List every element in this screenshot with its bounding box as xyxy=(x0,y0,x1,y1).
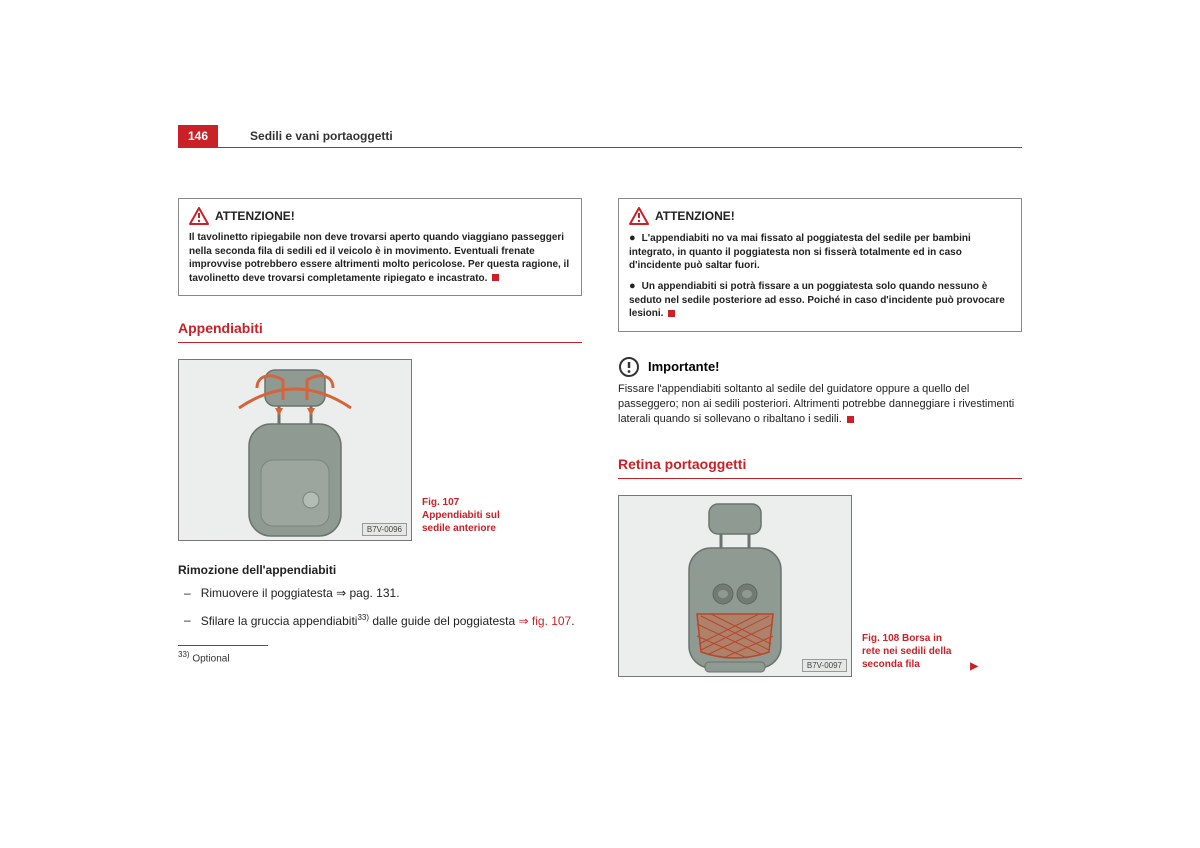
arrow-ref-icon: ⇒ xyxy=(336,586,346,600)
subheading-rimozione: Rimozione dell'appendiabiti xyxy=(178,563,582,577)
warning-title: ATTENZIONE! xyxy=(655,209,735,223)
item-text: Sfilare la gruccia appendiabiti33) dalle… xyxy=(201,612,575,630)
warning-box-left: ATTENZIONE! Il tavolinetto ripiegabile n… xyxy=(178,198,582,296)
end-marker-icon xyxy=(847,416,854,423)
warning-header: ATTENZIONE! xyxy=(629,207,1011,225)
warning-box-right: ATTENZIONE! ●L'appendiabiti no va mai fi… xyxy=(618,198,1022,332)
figure-108: B7V-0097 xyxy=(618,495,852,677)
figure-108-svg xyxy=(619,496,851,676)
warning-triangle-icon xyxy=(189,207,209,225)
dash-icon: – xyxy=(184,612,191,630)
list-item: – Sfilare la gruccia appendiabiti33) dal… xyxy=(178,612,582,630)
figure-108-tag: B7V-0097 xyxy=(802,659,847,672)
end-marker-icon xyxy=(492,274,499,281)
bullet-icon: ● xyxy=(629,280,636,292)
fig-ref-link[interactable]: ⇒ fig. 107 xyxy=(518,614,571,628)
figure-107-caption: Fig. 107 Appendiabiti sul sedile anterio… xyxy=(422,496,522,541)
figure-108-caption: Fig. 108 Borsa in rete nei sedili della … xyxy=(862,632,962,677)
item-text: Rimuovere il poggiatesta ⇒ pag. 131. xyxy=(201,585,400,602)
important-header: Importante! xyxy=(618,356,1022,378)
section-title-appendiabiti: Appendiabiti xyxy=(178,320,582,343)
right-column: ATTENZIONE! ●L'appendiabiti no va mai fi… xyxy=(618,198,1022,699)
figure-107-svg xyxy=(179,360,411,540)
arrow-ref-icon: ⇒ xyxy=(518,614,528,628)
end-marker-icon xyxy=(668,310,675,317)
important-title: Importante! xyxy=(648,359,720,374)
page-header: 146 Sedili e vani portaoggetti xyxy=(178,125,1022,148)
list-item: – Rimuovere il poggiatesta ⇒ pag. 131. xyxy=(178,585,582,602)
figure-107-row: B7V-0096 Fig. 107 Appendiabiti sul sedil… xyxy=(178,359,582,541)
footnote: 33) Optional xyxy=(178,650,582,664)
warning-body: Il tavolinetto ripiegabile non deve trov… xyxy=(189,232,569,284)
header-section-title: Sedili e vani portaoggetti xyxy=(218,125,393,147)
important-circle-icon xyxy=(618,356,640,378)
content-columns: ATTENZIONE! Il tavolinetto ripiegabile n… xyxy=(178,198,1022,699)
bullet-icon: ● xyxy=(629,232,636,244)
important-text: Fissare l'appendiabiti soltanto al sedil… xyxy=(618,382,1022,428)
figure-107-tag: B7V-0096 xyxy=(362,523,407,536)
warning-text: ●L'appendiabiti no va mai fissato al pog… xyxy=(629,231,1011,321)
figure-108-row: B7V-0097 Fig. 108 Borsa in rete nei sedi… xyxy=(618,495,1022,677)
page-container: 146 Sedili e vani portaoggetti ATTENZION… xyxy=(178,125,1022,699)
continue-arrow-icon: ▶ xyxy=(970,660,978,673)
instruction-list: – Rimuovere il poggiatesta ⇒ pag. 131. –… xyxy=(178,585,582,631)
warning-text: Il tavolinetto ripiegabile non deve trov… xyxy=(189,231,571,285)
page-number: 146 xyxy=(178,125,218,147)
figure-107: B7V-0096 xyxy=(178,359,412,541)
warning-header: ATTENZIONE! xyxy=(189,207,571,225)
warning-title: ATTENZIONE! xyxy=(215,209,295,223)
section-title-retina: Retina portaoggetti xyxy=(618,456,1022,479)
dash-icon: – xyxy=(184,585,191,602)
footnote-rule xyxy=(178,645,268,646)
warning-triangle-icon xyxy=(629,207,649,225)
left-column: ATTENZIONE! Il tavolinetto ripiegabile n… xyxy=(178,198,582,699)
